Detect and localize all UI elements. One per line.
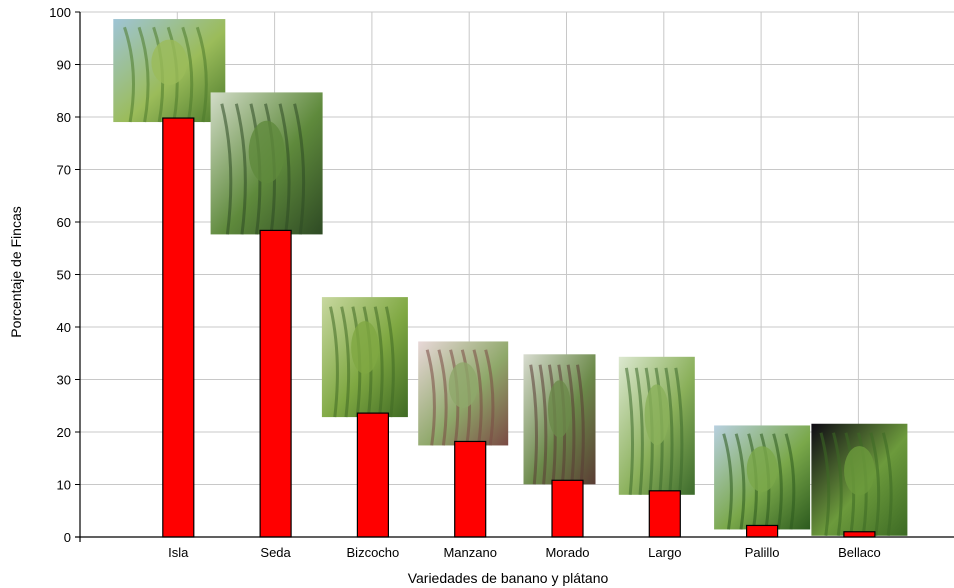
bar-largo xyxy=(648,490,681,538)
banana-photo xyxy=(523,354,596,485)
banana-photo xyxy=(811,423,908,536)
y-tick-label: 30 xyxy=(57,373,71,388)
y-tick-label: 0 xyxy=(64,530,71,545)
bar-manzano xyxy=(454,440,487,538)
y-tick-label: 10 xyxy=(57,478,71,493)
banana-photo xyxy=(418,341,509,446)
y-tick-label: 40 xyxy=(57,320,71,335)
banana-photo xyxy=(618,356,695,495)
y-tick-label: 70 xyxy=(57,163,71,178)
banana-photo xyxy=(321,297,408,418)
y-tick-label: 60 xyxy=(57,215,71,230)
banana-photos xyxy=(113,19,908,536)
axes xyxy=(75,11,954,542)
y-axis-title: Porcentaje de Fincas xyxy=(8,206,24,338)
x-tick-labels: Isla Seda Bizcocho Manzano Morado Largo Palill… xyxy=(168,545,881,560)
y-tick-label: 50 xyxy=(57,268,71,283)
y-tick-labels: 0 10 20 30 40 50 60 70 80 90 100 xyxy=(49,5,71,545)
x-tick-label: Palillo xyxy=(745,545,780,560)
y-tick-label: 20 xyxy=(57,425,71,440)
y-tick-label: 80 xyxy=(57,110,71,125)
x-tick-label: Seda xyxy=(260,545,291,560)
bar-bizcocho xyxy=(356,412,389,538)
x-tick-label: Morado xyxy=(545,545,589,560)
bar-morado xyxy=(551,479,584,538)
banana-photo xyxy=(714,425,811,530)
x-tick-label: Isla xyxy=(168,545,189,560)
bar-bellaco xyxy=(843,531,876,538)
y-tick-label: 100 xyxy=(49,5,71,20)
x-tick-label: Bellaco xyxy=(838,545,881,560)
banana-photo xyxy=(113,19,226,123)
x-axis-title: Variedades de banano y plátano xyxy=(408,570,609,586)
y-tick-label: 90 xyxy=(57,58,71,73)
x-tick-label: Largo xyxy=(648,545,681,560)
banana-photo xyxy=(210,92,323,235)
bar-seda xyxy=(259,229,292,538)
bar-palillo xyxy=(745,524,779,538)
x-tick-label: Bizcocho xyxy=(347,545,400,560)
bar-isla xyxy=(162,117,195,538)
x-tick-label: Manzano xyxy=(443,545,496,560)
